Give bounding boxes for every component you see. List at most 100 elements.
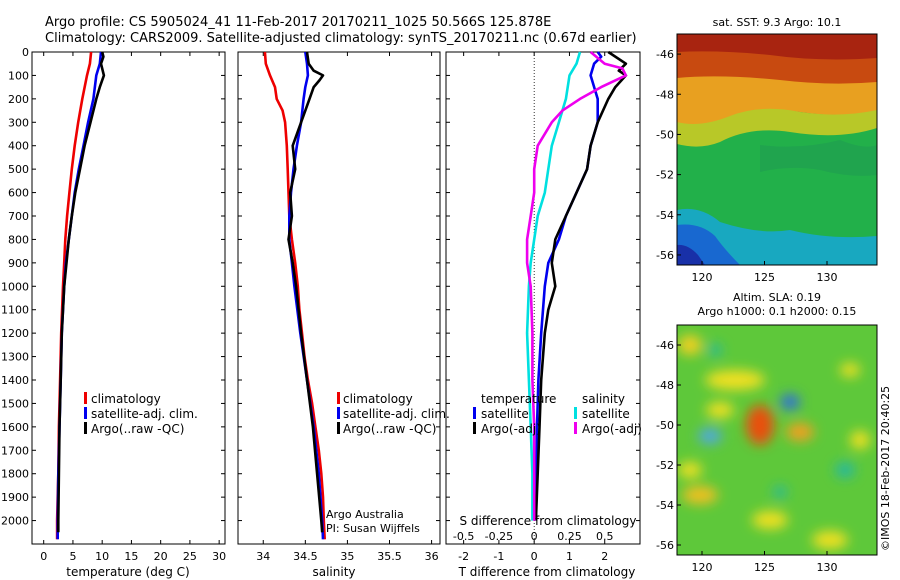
difference-series [525, 50, 628, 521]
x-tick-label: 0 [40, 550, 47, 563]
s-tick-label: 0.5 [596, 530, 614, 543]
x-tick-label: 25 [183, 550, 197, 563]
legend-swatch-satellite [84, 407, 87, 419]
map-y-tick-label: -48 [656, 88, 674, 101]
x-tick-label: 34 [256, 550, 270, 563]
s-tick-label: -0.5 [453, 530, 474, 543]
legend-label-t-argo: Argo(-adj) [481, 422, 541, 436]
map-y-tick-label: -50 [656, 419, 674, 432]
map-y-tick-label: -52 [656, 169, 674, 182]
temperature-panel: 0100200300400500600700800900100011001200… [1, 46, 226, 579]
series-line-salinity-argo-adj- [525, 50, 628, 521]
x-tick-label: 2 [601, 550, 608, 563]
series-line-climatology [55, 51, 93, 540]
map-y-tick-label: -56 [656, 249, 674, 262]
legend-swatch-t-argo [473, 422, 476, 434]
series-line-temperature-satellite [534, 51, 603, 521]
y-tick-label: 2000 [1, 515, 29, 528]
sla-map-frame [676, 324, 878, 556]
legend-swatch-argo [84, 422, 87, 434]
x-tick-label: 10 [95, 550, 109, 563]
temperature-xlabel: temperature (deg C) [66, 565, 189, 579]
difference-axes-frame [445, 51, 641, 545]
x-tick-label: 5 [69, 550, 76, 563]
legend-swatch-t-satellite [473, 407, 476, 419]
x-tick-label: 35.5 [377, 550, 402, 563]
salinity-xlabel: salinity [312, 565, 355, 579]
y-tick-label: 1700 [1, 444, 29, 457]
map-y-tick-label: -54 [656, 499, 674, 512]
legend-swatch-s-argo [574, 422, 577, 434]
y-tick-label: 1400 [1, 374, 29, 387]
x-tick-label: 35 [340, 550, 354, 563]
legend-swatch-climatology [84, 392, 87, 404]
temperature-series [55, 51, 106, 540]
temperature-x-ticks: 0 5 10 15 20 25 30 [40, 52, 226, 563]
header-line2: Climatology: CARS2009. Satellite-adjuste… [45, 31, 637, 46]
y-tick-label: 1600 [1, 421, 29, 434]
series-line-temperature-argo-adj- [534, 50, 628, 521]
sla-map-title: Altim. SLA: 0.19 [733, 291, 821, 304]
s-tick-label: -0.25 [485, 530, 513, 543]
annotation-pi: PI: Susan Wijffels [326, 522, 420, 535]
x-tick-label: 36 [425, 550, 439, 563]
x-tick-label: 30 [212, 550, 226, 563]
y-tick-label: 1900 [1, 491, 29, 504]
x-tick-label: 20 [154, 550, 168, 563]
temperature-legend: climatology satellite-adj. clim. Argo(..… [84, 392, 198, 436]
legend-label-climatology: climatology [343, 392, 413, 406]
y-tick-label: 900 [8, 257, 29, 270]
y-tick-label: 600 [8, 187, 29, 200]
sla-map-ticks: 120 125 130 -46 -48 -50 -52 -54 -56 [656, 339, 837, 574]
map-y-tick-label: -52 [656, 459, 674, 472]
sst-map-frame [676, 33, 878, 266]
difference-xlabel: T difference from climatology [458, 565, 636, 579]
difference-legend: temperature satellite Argo(-adj) salinit… [473, 392, 642, 436]
salinity-legend: climatology satellite-adj. clim. Argo(..… [337, 392, 450, 436]
legend-swatch-s-satellite [574, 407, 577, 419]
difference-y-ticks [446, 51, 640, 522]
legend-label-salinity: salinity [582, 392, 625, 406]
map-x-tick-label: 125 [754, 271, 775, 284]
sla-map-subtitle: Argo h1000: 0.1 h2000: 0.15 [698, 305, 857, 318]
salinity-axes-frame [237, 51, 441, 545]
sla-map-image [677, 325, 877, 555]
header-line1: Argo profile: CS 5905024_41 11-Feb-2017 … [45, 15, 551, 30]
map-x-tick-label: 130 [817, 561, 838, 574]
x-tick-label: 34.5 [293, 550, 318, 563]
y-tick-label: 0 [22, 46, 29, 59]
y-tick-label: 800 [8, 233, 29, 246]
copyright-text: ©IMOS 18-Feb-2017 20:40:25 [879, 386, 892, 551]
series-line-argo-raw-qc- [287, 51, 325, 533]
y-tick-label: 1000 [1, 280, 29, 293]
map-y-tick-label: -46 [656, 339, 674, 352]
x-tick-label: 1 [566, 550, 573, 563]
x-tick-label: -2 [458, 550, 469, 563]
annotation-argo-australia: Argo Australia [326, 508, 404, 521]
legend-swatch-satellite [337, 407, 340, 419]
map-y-tick-label: -56 [656, 539, 674, 552]
legend-label-argo: Argo(..raw -QC) [91, 422, 184, 436]
y-tick-label: 1100 [1, 304, 29, 317]
sst-map-ticks: 120 125 130 -46 -48 -50 -52 -54 -56 [656, 48, 837, 284]
sla-map-panel: Altim. SLA: 0.19 Argo h1000: 0.1 h2000: … [656, 291, 878, 574]
y-tick-label: 300 [8, 116, 29, 129]
salinity-y-ticks [238, 51, 440, 522]
map-y-tick-label: -48 [656, 379, 674, 392]
y-tick-label: 1200 [1, 327, 29, 340]
y-tick-label: 1500 [1, 397, 29, 410]
x-tick-label: 0 [531, 550, 538, 563]
legend-label-s-argo: Argo(-adj) [582, 422, 642, 436]
sst-map-image [677, 34, 877, 265]
y-tick-label: 1300 [1, 351, 29, 364]
map-y-tick-label: -54 [656, 209, 674, 222]
map-x-tick-label: 120 [692, 271, 713, 284]
salinity-x-ticks: 34 34.5 35 35.5 36 [256, 52, 439, 563]
map-y-tick-label: -50 [656, 128, 674, 141]
temperature-axes-frame [31, 51, 226, 545]
x-tick-label: 15 [124, 550, 138, 563]
y-tick-label: 100 [8, 69, 29, 82]
sst-map-title: sat. SST: 9.3 Argo: 10.1 [713, 16, 842, 29]
legend-label-satellite: satellite-adj. clim. [343, 407, 450, 421]
